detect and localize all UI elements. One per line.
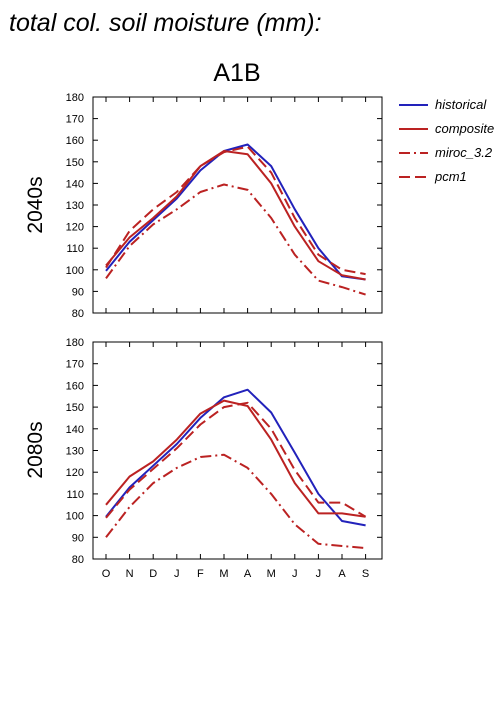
series-lines [105, 143, 366, 296]
y-tick-label: 80 [72, 308, 84, 320]
y-tick-label: 150 [66, 402, 84, 414]
x-tick-label: S [362, 568, 369, 580]
axis-ticks: 80 90 100 110 120 130 140 150 160 170 180 O N D J F M A M J… [66, 337, 382, 580]
y-tick-label: 110 [66, 489, 84, 501]
series-line-historical [105, 143, 366, 281]
y-tick-label: 180 [66, 92, 84, 104]
y-tick-label: 130 [66, 200, 84, 212]
x-tick-label: F [197, 568, 204, 580]
x-tick-label: A [338, 568, 346, 580]
y-tick-label: 160 [66, 135, 84, 147]
x-tick-label: M [267, 568, 276, 580]
series-line-historical [105, 388, 366, 527]
y-tick-label: 170 [66, 114, 84, 126]
series-line-pcm1 [105, 401, 367, 519]
x-tick-label: M [219, 568, 228, 580]
x-tick-label: J [292, 568, 298, 580]
panel-2040s: 2040s 80 90 100 110 120 130 140 150 160 170 180 [24, 92, 383, 320]
panel-label: 2080s [24, 421, 47, 478]
panel-label: 2040s [24, 176, 47, 233]
y-tick-label: 120 [66, 222, 84, 234]
legend-label-composite: composite [435, 121, 494, 136]
x-tick-label: A [244, 568, 252, 580]
legend: historical composite miroc_3.2 pcm1 [399, 97, 494, 184]
y-tick-label: 90 [72, 532, 84, 544]
x-tick-label: J [174, 568, 180, 580]
series-line-composite [105, 399, 366, 518]
panel-2080s: 2080s 80 90 100 110 120 130 140 150 160 170 180 O N D… [24, 337, 383, 580]
x-tick-label: J [316, 568, 322, 580]
series-lines [105, 388, 367, 550]
series-line-miroc-3-2 [105, 453, 366, 550]
y-tick-label: 100 [66, 265, 84, 277]
y-tick-label: 140 [66, 178, 84, 190]
legend-label-pcm1: pcm1 [434, 169, 467, 184]
plot-frame [92, 96, 383, 314]
plot-frame [92, 341, 383, 560]
y-tick-label: 90 [72, 286, 84, 298]
y-tick-label: 150 [66, 157, 84, 169]
y-tick-label: 180 [66, 337, 84, 349]
y-tick-label: 130 [66, 446, 84, 458]
legend-label-historical: historical [435, 97, 487, 112]
y-tick-label: 140 [66, 424, 84, 436]
x-tick-label: D [149, 568, 157, 580]
x-tick-label: N [126, 568, 134, 580]
y-tick-label: 100 [66, 511, 84, 523]
x-tick-label: O [102, 568, 111, 580]
series-line-pcm1 [105, 145, 366, 276]
y-tick-label: 120 [66, 467, 84, 479]
figure-title: total col. soil moisture (mm): [9, 9, 322, 37]
series-line-composite [105, 150, 366, 281]
scenario-label: A1B [213, 59, 260, 87]
y-tick-label: 80 [72, 554, 84, 566]
y-tick-label: 170 [66, 359, 84, 371]
series-line-miroc-3-2 [105, 183, 366, 296]
legend-label-miroc-3-2: miroc_3.2 [435, 145, 493, 160]
y-tick-label: 160 [66, 380, 84, 392]
axis-ticks: 80 90 100 110 120 130 140 150 160 170 180 [66, 92, 382, 320]
y-tick-label: 110 [66, 243, 84, 255]
